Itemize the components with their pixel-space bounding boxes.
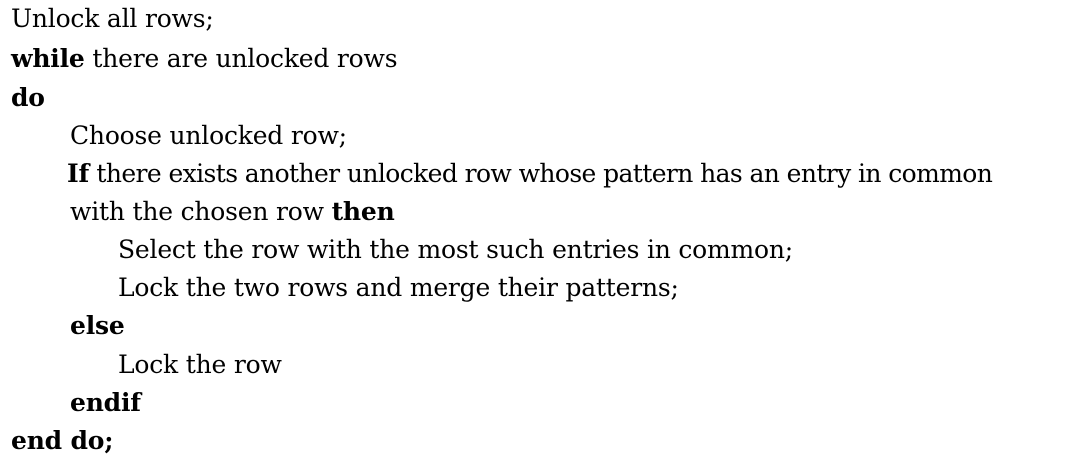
algo-line-3: do [11, 79, 45, 117]
keyword-if: If [67, 159, 90, 188]
algo-line-2: while there are unlocked rows [11, 40, 398, 78]
algo-line-5-text: there exists another unlocked row whose … [89, 159, 993, 188]
keyword-endif: endif [70, 388, 141, 417]
algo-line-2-text: there are unlocked rows [84, 44, 398, 73]
algo-line-9: else [70, 307, 125, 345]
algo-line-11: endif [70, 384, 141, 422]
keyword-while: while [11, 44, 85, 73]
algo-line-5: If there exists another unlocked row who… [67, 155, 993, 193]
algo-line-1: Unlock all rows; [11, 0, 214, 38]
algo-line-7: Select the row with the most such entrie… [118, 231, 793, 269]
algo-line-10: Lock the row [118, 346, 282, 384]
algo-line-1-text: Unlock all rows; [11, 4, 214, 33]
algo-line-4-text: Choose unlocked row; [70, 121, 347, 150]
algo-line-12: end do; [11, 422, 113, 460]
keyword-end-do: end do; [11, 426, 114, 455]
keyword-do: do [11, 83, 45, 112]
algo-line-10-text: Lock the row [118, 350, 282, 379]
algo-line-6-text: with the chosen row [70, 197, 332, 226]
keyword-then: then [331, 197, 395, 226]
algo-line-6: with the chosen row then [70, 193, 395, 231]
algo-line-8: Lock the two rows and merge their patter… [118, 269, 679, 307]
algo-line-8-text: Lock the two rows and merge their patter… [118, 273, 679, 302]
algo-line-4: Choose unlocked row; [70, 117, 347, 155]
algo-line-7-text: Select the row with the most such entrie… [118, 235, 794, 264]
keyword-else: else [70, 311, 125, 340]
